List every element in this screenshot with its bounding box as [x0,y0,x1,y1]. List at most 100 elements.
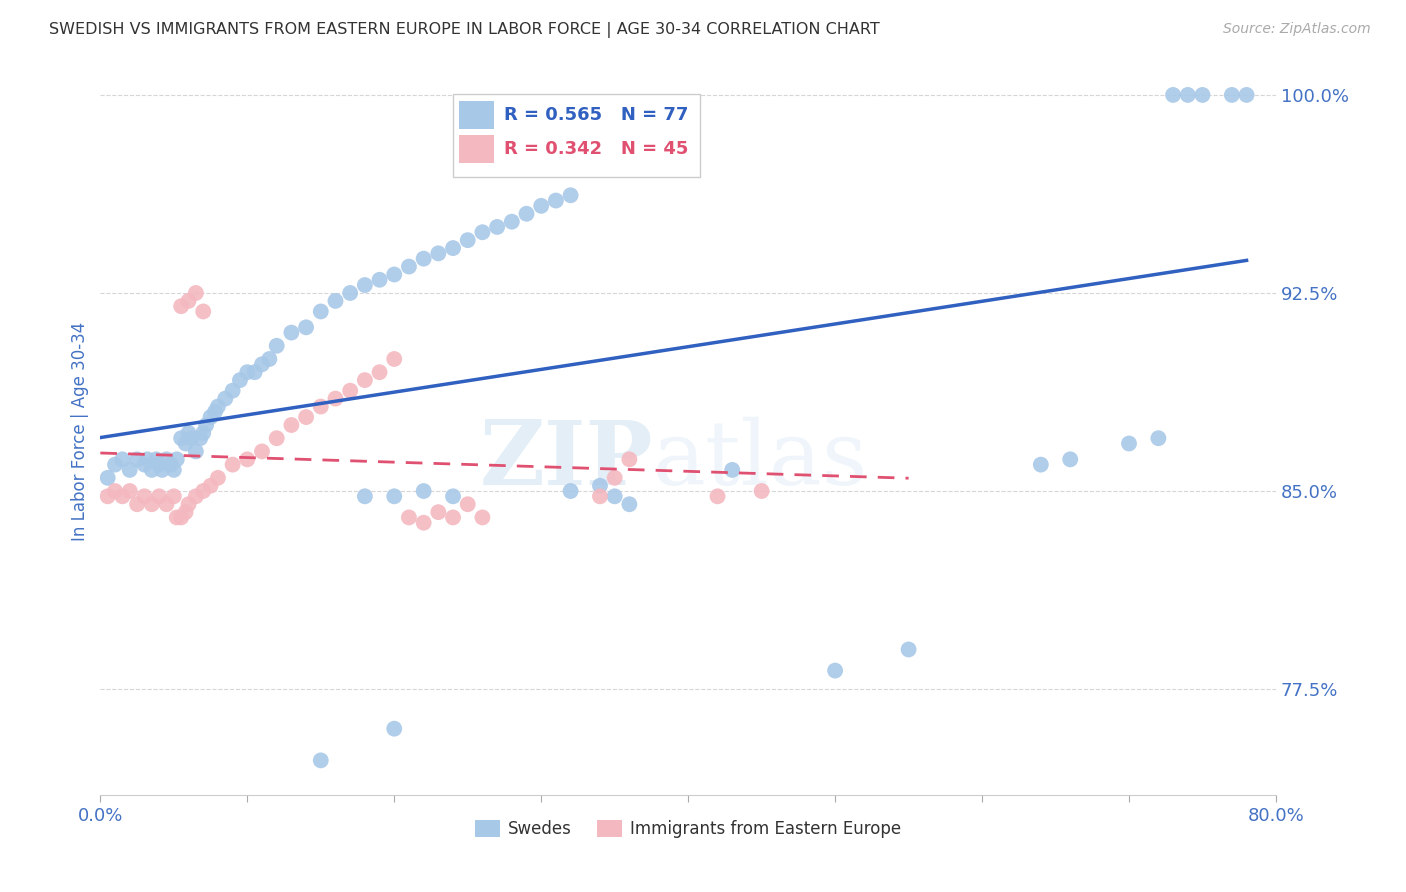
Immigrants from Eastern Europe [166,510,188,524]
Immigrants from Eastern Europe [589,489,612,503]
Immigrants from Eastern Europe [339,384,361,398]
Swedes [412,483,434,498]
Swedes [104,458,127,472]
Immigrants from Eastern Europe [104,483,127,498]
Swedes [471,225,494,239]
Immigrants from Eastern Europe [412,516,434,530]
Swedes [193,425,215,440]
Swedes [188,431,211,445]
Swedes [382,268,405,282]
Swedes [1191,87,1213,102]
Immigrants from Eastern Europe [207,471,229,485]
Swedes [155,452,177,467]
Immigrants from Eastern Europe [441,510,464,524]
Immigrants from Eastern Europe [184,285,207,300]
Swedes [174,436,197,450]
Swedes [295,320,318,334]
Immigrants from Eastern Europe [221,458,243,472]
Swedes [382,489,405,503]
Immigrants from Eastern Europe [127,497,149,511]
Swedes [354,489,377,503]
Swedes [721,463,744,477]
Immigrants from Eastern Europe [471,510,494,524]
Immigrants from Eastern Europe [177,293,200,308]
Immigrants from Eastern Europe [751,483,773,498]
Text: R = 0.342   N = 45: R = 0.342 N = 45 [503,140,688,158]
Immigrants from Eastern Europe [280,417,302,432]
Swedes [412,252,434,266]
Legend: Swedes, Immigrants from Eastern Europe: Swedes, Immigrants from Eastern Europe [468,813,908,845]
Swedes [354,278,377,293]
Immigrants from Eastern Europe [163,489,186,503]
Swedes [560,483,582,498]
Swedes [243,365,266,379]
Immigrants from Eastern Europe [382,351,405,366]
Immigrants from Eastern Europe [309,400,332,414]
Swedes [221,384,243,398]
Swedes [1220,87,1243,102]
Swedes [160,458,183,472]
Swedes [134,458,156,472]
Immigrants from Eastern Europe [148,489,170,503]
Immigrants from Eastern Europe [250,444,273,458]
Swedes [619,497,641,511]
Swedes [236,365,259,379]
Swedes [486,219,509,234]
Swedes [897,642,920,657]
FancyBboxPatch shape [458,101,494,128]
Immigrants from Eastern Europe [134,489,156,503]
Text: SWEDISH VS IMMIGRANTS FROM EASTERN EUROPE IN LABOR FORCE | AGE 30-34 CORRELATION: SWEDISH VS IMMIGRANTS FROM EASTERN EUROP… [49,22,880,38]
Text: atlas: atlas [652,417,868,504]
Swedes [560,188,582,202]
Immigrants from Eastern Europe [111,489,134,503]
Swedes [1029,458,1052,472]
Immigrants from Eastern Europe [706,489,728,503]
Immigrants from Eastern Europe [603,471,626,485]
Swedes [145,452,167,467]
Swedes [127,452,149,467]
Swedes [204,405,226,419]
Swedes [1161,87,1184,102]
Swedes [398,260,420,274]
Swedes [111,452,134,467]
Immigrants from Eastern Europe [193,304,215,318]
Swedes [141,463,163,477]
Swedes [457,233,479,247]
Text: ZIP: ZIP [479,417,652,504]
Swedes [441,241,464,255]
Swedes [515,207,537,221]
Swedes [266,339,288,353]
Immigrants from Eastern Europe [193,483,215,498]
Immigrants from Eastern Europe [118,483,141,498]
Text: R = 0.565   N = 77: R = 0.565 N = 77 [503,106,688,124]
Immigrants from Eastern Europe [170,510,193,524]
Swedes [195,417,218,432]
Swedes [229,373,252,387]
Immigrants from Eastern Europe [141,497,163,511]
Immigrants from Eastern Europe [427,505,450,519]
Swedes [118,463,141,477]
Swedes [501,215,523,229]
Swedes [97,471,120,485]
Text: Source: ZipAtlas.com: Source: ZipAtlas.com [1223,22,1371,37]
Immigrants from Eastern Europe [266,431,288,445]
Immigrants from Eastern Europe [177,497,200,511]
Immigrants from Eastern Europe [174,505,197,519]
Swedes [136,452,159,467]
Swedes [530,199,553,213]
Immigrants from Eastern Europe [457,497,479,511]
Swedes [544,194,567,208]
Swedes [1118,436,1140,450]
Swedes [603,489,626,503]
Swedes [589,479,612,493]
Swedes [427,246,450,260]
Swedes [259,351,281,366]
Swedes [207,400,229,414]
Swedes [280,326,302,340]
Swedes [1177,87,1199,102]
Immigrants from Eastern Europe [398,510,420,524]
Immigrants from Eastern Europe [295,410,318,425]
Swedes [148,458,170,472]
Swedes [309,304,332,318]
Immigrants from Eastern Europe [97,489,120,503]
